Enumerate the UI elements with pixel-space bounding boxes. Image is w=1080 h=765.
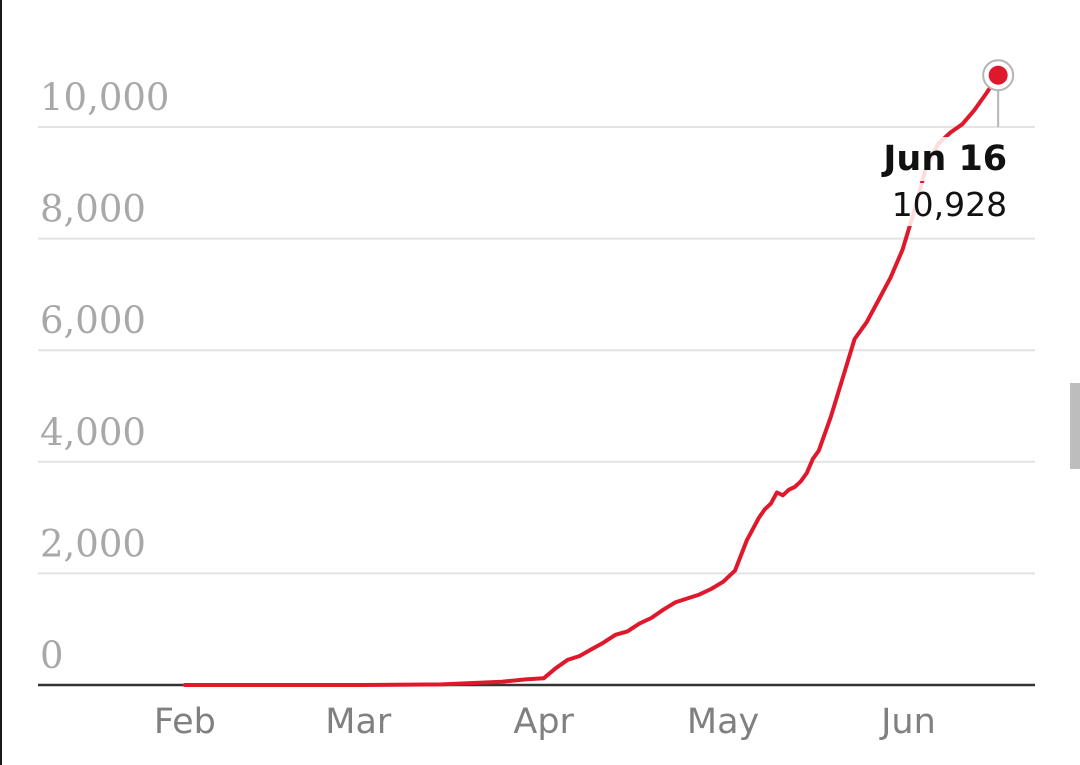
annotation-knockout: [875, 137, 1012, 181]
x-tick-label: Apr: [513, 702, 574, 742]
annotation-date-label: Jun 16: [881, 139, 1007, 179]
endpoint-marker: [988, 65, 1008, 85]
x-tick-label: May: [687, 702, 759, 742]
x-tick-label: Jun: [879, 702, 936, 742]
x-tick-label: Mar: [325, 702, 392, 742]
y-axis-ticks: 0 2,000 4,000 6,000 8,000 10,000: [40, 76, 169, 677]
annotation-knockout: [885, 183, 1012, 226]
annotation-value-label: 10,928: [892, 185, 1007, 224]
y-tick-label: 8,000: [40, 188, 146, 231]
scrollbar-thumb[interactable]: [1070, 383, 1080, 469]
annotation: Jun 16 10,928: [875, 90, 1012, 226]
x-axis-ticks: Feb Mar Apr May Jun: [154, 702, 936, 742]
y-tick-label: 2,000: [40, 522, 146, 565]
y-tick-label: 4,000: [40, 411, 146, 454]
y-tick-label: 0: [40, 634, 64, 677]
series-line: [182, 73, 1001, 687]
y-tick-label: 10,000: [40, 76, 169, 119]
left-edge-line: [0, 0, 2, 765]
gridlines: [38, 126, 1035, 575]
y-tick-label: 6,000: [40, 299, 146, 342]
x-tick-label: Feb: [154, 702, 216, 742]
